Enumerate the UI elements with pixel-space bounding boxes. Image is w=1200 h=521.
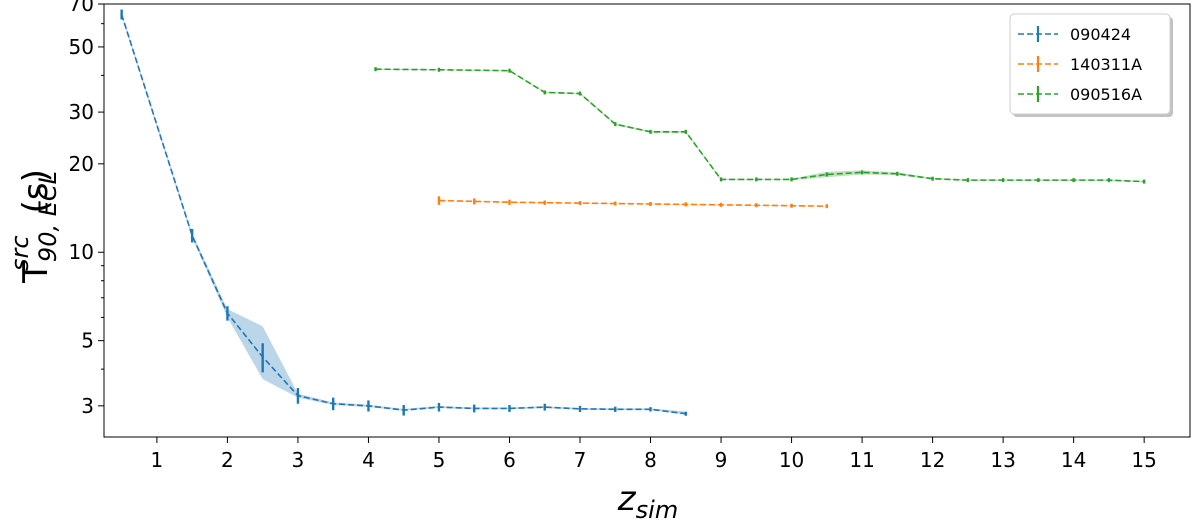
- series-line: [120, 14, 686, 415]
- x-tick-label: 15: [1131, 448, 1156, 472]
- legend-label: 090424: [1070, 25, 1131, 44]
- x-label-main: z: [617, 479, 637, 519]
- x-tick-label: 2: [221, 448, 234, 472]
- y-tick-label: 30: [69, 100, 94, 124]
- x-axis-label: zsim: [617, 479, 678, 521]
- x-tick-label: 12: [920, 448, 945, 472]
- y-tick-label: 70: [69, 0, 94, 16]
- y-axis-label: T90, ECLsrc (s): [6, 169, 62, 284]
- y-label-unit: (s): [16, 169, 56, 213]
- y-tick-label: 20: [69, 152, 94, 176]
- legend: 090424 140311A 090516A: [1009, 13, 1173, 117]
- x-tick-label: 4: [362, 448, 375, 472]
- x-tick-label: 9: [715, 448, 728, 472]
- uncertainty-bands: [121, 12, 1145, 415]
- x-tick-label: 14: [1061, 448, 1086, 472]
- x-tick-label: 11: [849, 448, 874, 472]
- plot-frame: [103, 3, 1191, 438]
- legend-box: [1009, 13, 1171, 115]
- series-band: [121, 12, 686, 415]
- y-label-sup: src: [6, 235, 34, 271]
- svg-text:T90, ECLsrc(s): T90, ECLsrc (s): [6, 169, 62, 284]
- y-label-main: T: [16, 262, 56, 284]
- y-label-sub: 90, ECL: [34, 171, 62, 262]
- error-bars: [120, 9, 1146, 416]
- x-tick-label: 3: [292, 448, 305, 472]
- legend-label: 090516A: [1070, 85, 1142, 104]
- x-tick-label: 1: [151, 448, 164, 472]
- series-line: [375, 68, 1145, 183]
- y-tick-label: 50: [69, 35, 94, 59]
- x-tick-label: 7: [574, 448, 587, 472]
- y-axis-ticks: 3 5 10 20 30 50 70: [69, 0, 104, 418]
- x-tick-label: 10: [779, 448, 804, 472]
- x-tick-label: 8: [644, 448, 657, 472]
- series-line: [438, 199, 827, 207]
- x-axis-ticks: 1 2 3 4 5 6 7 8 9 10 11 12 13 14 15: [151, 437, 1157, 472]
- y-tick-label: 3: [81, 394, 94, 418]
- x-label-sub: sim: [636, 496, 679, 521]
- series-lines: [120, 14, 1145, 415]
- x-tick-label: 13: [990, 448, 1015, 472]
- legend-label: 140311A: [1070, 55, 1142, 74]
- x-tick-label: 6: [503, 448, 516, 472]
- y-tick-label: 5: [81, 329, 94, 353]
- x-tick-label: 5: [433, 448, 446, 472]
- y-tick-label: 10: [69, 240, 94, 264]
